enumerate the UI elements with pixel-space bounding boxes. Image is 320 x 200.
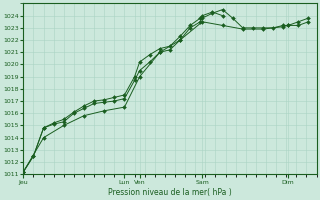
X-axis label: Pression niveau de la mer( hPa ): Pression niveau de la mer( hPa ) xyxy=(108,188,232,197)
